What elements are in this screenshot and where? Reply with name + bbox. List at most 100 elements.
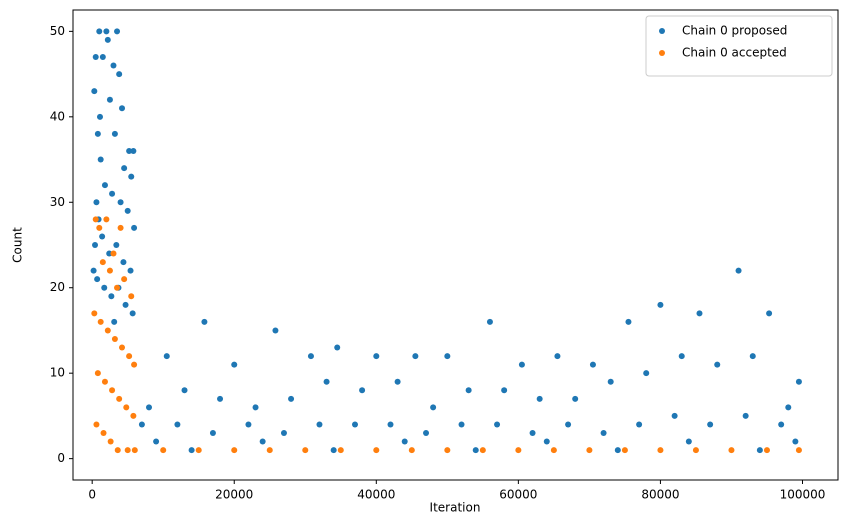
point [515,447,522,454]
point [518,361,525,368]
point [130,148,137,154]
x-axis-label: Iteration [430,501,481,515]
point [763,447,770,454]
point [146,404,153,411]
point [90,267,97,274]
point [387,421,394,428]
point [124,207,131,214]
point [111,130,118,137]
point [607,378,614,385]
point [231,447,238,454]
point [394,378,401,385]
legend-marker [659,28,665,34]
point [692,447,699,454]
point [160,447,167,454]
legend-label: Chain 0 accepted [682,46,787,60]
point [130,412,137,419]
point [472,447,479,454]
point [114,447,121,454]
point [685,438,692,445]
x-tick-label: 0 [88,488,96,502]
point [99,233,106,240]
point [643,370,650,377]
point [163,353,170,360]
point [337,447,344,454]
point [266,447,273,454]
point [116,71,123,78]
point [92,216,99,223]
x-tick-label: 60000 [499,488,537,502]
point [120,259,127,266]
point [373,447,380,454]
point [543,438,550,445]
point [589,361,596,368]
point [756,447,763,454]
point [96,113,103,120]
point [92,54,99,60]
y-tick-label: 10 [50,366,65,380]
point [109,190,116,197]
point [128,173,135,180]
point [101,182,108,189]
point [302,447,309,454]
point [479,447,486,454]
point [565,421,572,428]
point [696,310,703,317]
point [671,412,678,419]
point [373,353,380,360]
point [288,395,295,402]
point [536,395,543,402]
point [91,88,98,95]
point [131,361,138,368]
point [550,447,557,454]
point [330,447,337,454]
point [117,224,124,231]
point [101,378,108,385]
y-tick-label: 0 [57,451,65,465]
point [430,404,437,411]
point [110,62,117,69]
y-tick-label: 40 [50,109,65,123]
point [795,447,802,454]
point [501,387,508,394]
point [201,318,208,325]
point [795,378,802,385]
point [104,36,111,43]
point [636,421,643,428]
point [351,421,358,428]
point [316,421,323,428]
point [195,447,202,454]
point [259,438,266,445]
point [131,447,138,454]
point [323,378,330,385]
point [91,310,98,317]
point [96,224,103,231]
point [766,310,773,317]
point [444,447,451,454]
point [124,447,131,454]
y-tick-label: 30 [50,195,65,209]
point [99,259,106,266]
point [334,344,341,351]
point [621,447,628,454]
y-axis-label: Count [11,227,25,263]
point [94,276,101,283]
point [272,327,279,334]
point [121,165,128,172]
point [174,421,181,428]
point [119,344,126,351]
plot-frame [72,9,839,481]
point [103,28,110,35]
point [217,395,224,402]
point [412,353,419,360]
point [109,387,116,394]
point [554,353,561,360]
point [103,216,110,223]
point [586,447,593,454]
x-tick-label: 20000 [215,488,253,502]
point [401,438,408,445]
point [625,318,632,325]
point [94,370,101,377]
point [678,353,685,360]
